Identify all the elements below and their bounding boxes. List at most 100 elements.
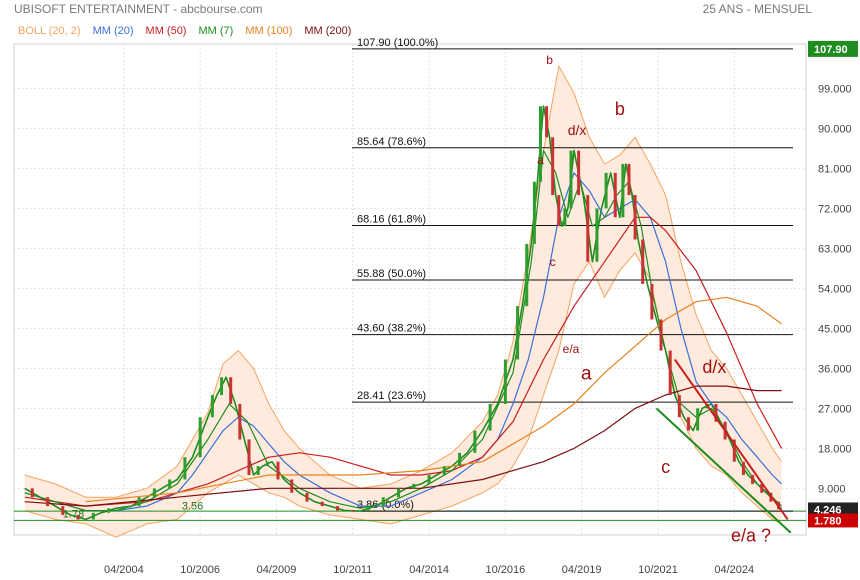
price-candle (265, 461, 269, 467)
price-candle (305, 492, 309, 502)
series-line-0 (24, 105, 783, 521)
x-tick-label: 04/2024 (714, 564, 754, 576)
wave-label: e/a (563, 342, 580, 356)
wave-label: b (546, 53, 553, 67)
price-candle (366, 506, 370, 512)
x-tick-label: 10/2011 (333, 564, 372, 576)
price-candle (381, 497, 385, 507)
x-tick-label: 10/2006 (180, 564, 220, 576)
price-candle (668, 350, 672, 396)
chart-title: UBISOFT ENTERTAINMENT - abcbourse.com (14, 2, 263, 16)
y-tick-label: 72.000 (818, 203, 852, 215)
price-candle (760, 483, 764, 493)
price-candle (351, 510, 355, 512)
wave-label: d/x (568, 122, 587, 138)
fib-label: 107.90 (100.0%) (357, 37, 438, 49)
price-candle (741, 461, 745, 476)
wave-label: c (661, 457, 670, 477)
price-candle (586, 195, 590, 262)
wave-label: b (615, 99, 625, 119)
price-candle (595, 208, 599, 262)
legend-mm20: MM (20) (92, 25, 134, 37)
price-candle (238, 403, 242, 440)
y-tick-label: 54.000 (818, 283, 852, 295)
price-candle (276, 461, 280, 480)
price-note: 1.78 (63, 508, 84, 520)
legend-boll: BOLL (20, 2) (18, 25, 81, 37)
price-candle (61, 506, 65, 516)
price-candle (577, 150, 581, 196)
series-line-4 (85, 296, 782, 503)
legend-mm200: MM (200) (304, 25, 352, 37)
price-candle (336, 506, 340, 511)
price-candle (751, 475, 755, 484)
x-tick-label: 04/2009 (257, 564, 297, 576)
price-badge-label: 107.90 (814, 44, 848, 56)
trendline (655, 407, 792, 534)
price-candle (247, 439, 251, 476)
price-candle (183, 457, 187, 480)
price-candle (714, 403, 718, 422)
wave-label: a (537, 153, 544, 167)
chart-period: 25 ANS - MENSUEL (702, 2, 812, 16)
price-candle (686, 417, 690, 431)
price-candle (122, 506, 126, 509)
price-candle (220, 377, 224, 396)
fib-label: 55.88 (50.0%) (357, 268, 426, 280)
price-candle (525, 243, 529, 307)
price-candle (427, 475, 431, 484)
price-candle (152, 488, 156, 498)
price-badge-label: 1.780 (814, 515, 842, 527)
price-badge-bg (808, 513, 858, 528)
fib-label: 68.16 (61.8%) (357, 213, 426, 225)
series-line-3 (24, 150, 783, 512)
price-candle (458, 452, 462, 467)
price-candle (551, 137, 555, 196)
wave-label: e/a ? (731, 526, 771, 546)
price-candle (91, 512, 95, 520)
y-tick-label: 18.000 (818, 443, 852, 455)
price-note: 3.56 (182, 501, 203, 513)
legend: BOLL (20, 2) MM (20) MM (50) MM (7) MM (… (18, 25, 351, 37)
price-candle (412, 483, 416, 489)
series-line-5 (24, 385, 782, 507)
price-candle (677, 395, 681, 418)
price-candle (290, 479, 294, 493)
price-candle (168, 479, 172, 489)
price-candle (473, 430, 477, 453)
price-candle (198, 417, 202, 458)
wave-label: d/x (702, 357, 726, 377)
wave-label: c (550, 255, 556, 269)
price-candle (320, 501, 324, 507)
legend-mm50: MM (50) (145, 25, 187, 37)
y-tick-label: 99.000 (818, 83, 852, 95)
trendline (673, 358, 789, 521)
price-candle (641, 239, 645, 284)
price-candle (569, 150, 573, 209)
price-candle (563, 208, 567, 227)
price-candle (76, 515, 80, 520)
price-candle (545, 106, 549, 138)
price-candle (532, 181, 536, 244)
price-candle (137, 497, 141, 507)
fib-label: 28.41 (23.6%) (357, 390, 426, 402)
price-candle (627, 163, 631, 196)
legend-mm7: MM (7) (198, 25, 234, 37)
price-candle (30, 488, 34, 498)
price-candle (397, 488, 401, 498)
price-candle (442, 466, 446, 476)
y-tick-label: 9.000 (818, 483, 846, 495)
y-tick-label: 36.000 (818, 363, 852, 375)
price-badge-bg (808, 40, 858, 57)
price-candle (256, 466, 260, 476)
price-candle (488, 403, 492, 431)
price-candle (538, 106, 542, 182)
fib-label: 43.60 (38.2%) (357, 323, 426, 335)
price-badge-bg (808, 502, 858, 517)
x-tick-label: 04/2014 (409, 564, 449, 576)
fib-label: 85.64 (78.6%) (357, 136, 426, 148)
price-candle (557, 195, 561, 227)
price-candle (659, 319, 663, 351)
price-candle (621, 163, 625, 218)
